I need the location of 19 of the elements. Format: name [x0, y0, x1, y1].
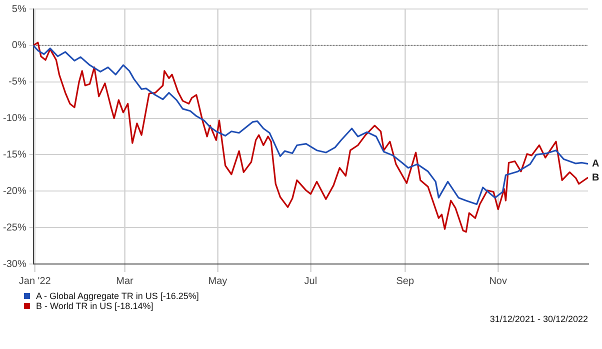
legend-label: A - Global Aggregate TR in US [-16.25%]	[36, 291, 199, 301]
x-tick-label: Jul	[304, 276, 318, 287]
y-tick-label: 5%	[12, 4, 26, 15]
y-tick-label: 0%	[12, 40, 26, 52]
y-tick-label: -5%	[8, 76, 26, 88]
x-tick-label: May	[208, 276, 228, 287]
text: 31/12/2021 - 30/12/2022	[490, 314, 588, 324]
x-tick-label: Mar	[116, 276, 134, 287]
y-tick-label: -10%	[2, 113, 26, 124]
y-tick-label: -15%	[2, 149, 26, 160]
y-tick-label: -25%	[2, 222, 26, 234]
x-tick-label: Sep	[396, 276, 414, 287]
y-tick-label: -30%	[2, 258, 26, 270]
x-tick-label: Jan '22	[18, 276, 52, 287]
y-tick-label: -20%	[2, 186, 26, 197]
legend-label: B - World TR in US [-18.14%]	[36, 301, 154, 311]
annotation: B	[592, 172, 600, 184]
annotation: A	[592, 158, 600, 170]
x-tick-label: Nov	[489, 276, 507, 287]
